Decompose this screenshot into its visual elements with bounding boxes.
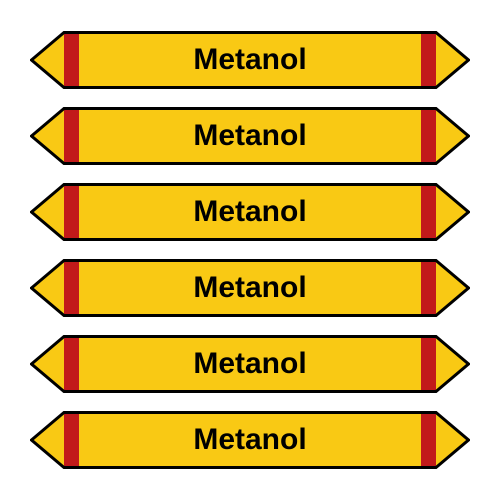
label-sheet: Metanol Metanol Metanol Metanol Metanol Metan… xyxy=(0,0,500,500)
hazard-band-left xyxy=(64,109,79,164)
hazard-band-left xyxy=(64,337,79,392)
hazard-band-left xyxy=(64,261,79,316)
pipe-marker-row: Metanol xyxy=(30,335,470,393)
pipe-marker-arrow xyxy=(30,259,470,317)
hazard-band-left xyxy=(64,33,79,88)
pipe-marker-arrow xyxy=(30,335,470,393)
pipe-marker-row: Metanol xyxy=(30,107,470,165)
hazard-band-right xyxy=(421,261,436,316)
pipe-marker-arrow xyxy=(30,31,470,89)
pipe-marker-row: Metanol xyxy=(30,259,470,317)
pipe-marker-arrow xyxy=(30,107,470,165)
hazard-band-left xyxy=(64,413,79,468)
hazard-band-left xyxy=(64,185,79,240)
pipe-marker-row: Metanol xyxy=(30,183,470,241)
hazard-band-right xyxy=(421,413,436,468)
pipe-marker-row: Metanol xyxy=(30,31,470,89)
hazard-band-right xyxy=(421,109,436,164)
pipe-marker-arrow xyxy=(30,411,470,469)
pipe-marker-row: Metanol xyxy=(30,411,470,469)
hazard-band-right xyxy=(421,185,436,240)
hazard-band-right xyxy=(421,337,436,392)
hazard-band-right xyxy=(421,33,436,88)
pipe-marker-arrow xyxy=(30,183,470,241)
